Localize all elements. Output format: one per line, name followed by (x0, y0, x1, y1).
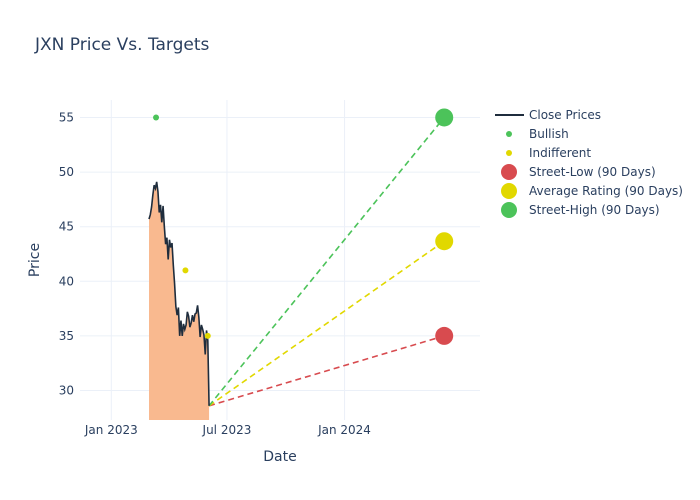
legend-circle-swatch (501, 183, 517, 199)
indifferent-rating-point (182, 267, 189, 274)
street-high-90-days-target-marker (435, 108, 454, 127)
legend-item-street-low-90-days[interactable]: Street-Low (90 Days) (501, 164, 656, 180)
close-price-line (148, 181, 210, 406)
street-low-90-days-target-line (208, 335, 445, 407)
average-rating-90-days-target-marker (435, 232, 454, 251)
legend-item-average-rating-90-days[interactable]: Average Rating (90 Days) (501, 183, 683, 199)
legend-item-close-prices[interactable]: Close Prices (495, 108, 601, 122)
x-axis-title: Date (263, 449, 296, 465)
y-tick-label: 55 (59, 110, 74, 124)
y-tick-label: 40 (59, 274, 74, 288)
legend-label: Close Prices (529, 108, 601, 122)
legend-item-street-high-90-days[interactable]: Street-High (90 Days) (501, 202, 660, 218)
close-price-area (149, 181, 210, 420)
legend-label: Street-Low (90 Days) (529, 165, 656, 179)
legend-label: Bullish (529, 127, 569, 141)
x-tick-label: Jan 2024 (317, 423, 371, 437)
legend-label: Indifferent (529, 146, 591, 160)
legend-label: Average Rating (90 Days) (529, 184, 683, 198)
y-tick-label: 35 (59, 329, 74, 343)
legend-circle-swatch (501, 202, 517, 218)
street-low-90-days-target-marker (435, 326, 454, 345)
gridlines (80, 100, 480, 420)
y-axis-title: Price (27, 243, 43, 277)
average-rating-90-days-target-line (208, 240, 445, 407)
legend-circle-swatch (501, 164, 517, 180)
close-price-fill (149, 181, 210, 420)
indifferent-rating-point (204, 332, 211, 339)
y-tick-label: 50 (59, 165, 74, 179)
legend-dot-swatch (506, 150, 512, 156)
street-high-90-days-target-line (208, 116, 445, 407)
rating-markers (153, 108, 454, 345)
legend-label: Street-High (90 Days) (529, 203, 660, 217)
x-tick-label: Jul 2023 (202, 423, 252, 437)
axis-ticks: 30 35 40 45 50 55 Jan 2023 Jul 2023 Jan 2024 (59, 110, 371, 437)
close-price-series-line (148, 181, 210, 406)
chart-title: JXN Price Vs. Targets (34, 35, 210, 55)
legend-item-bullish[interactable]: Bullish (506, 127, 569, 141)
target-lines (208, 116, 445, 407)
legend-item-indifferent[interactable]: Indifferent (506, 146, 591, 160)
legend[interactable]: Close Prices Bullish Indifferent Street-Low… (495, 108, 683, 218)
y-tick-label: 45 (59, 220, 74, 234)
legend-dot-swatch (506, 131, 512, 137)
bullish-rating-point (153, 114, 160, 121)
y-tick-label: 30 (59, 384, 74, 398)
x-tick-label: Jan 2023 (84, 423, 138, 437)
